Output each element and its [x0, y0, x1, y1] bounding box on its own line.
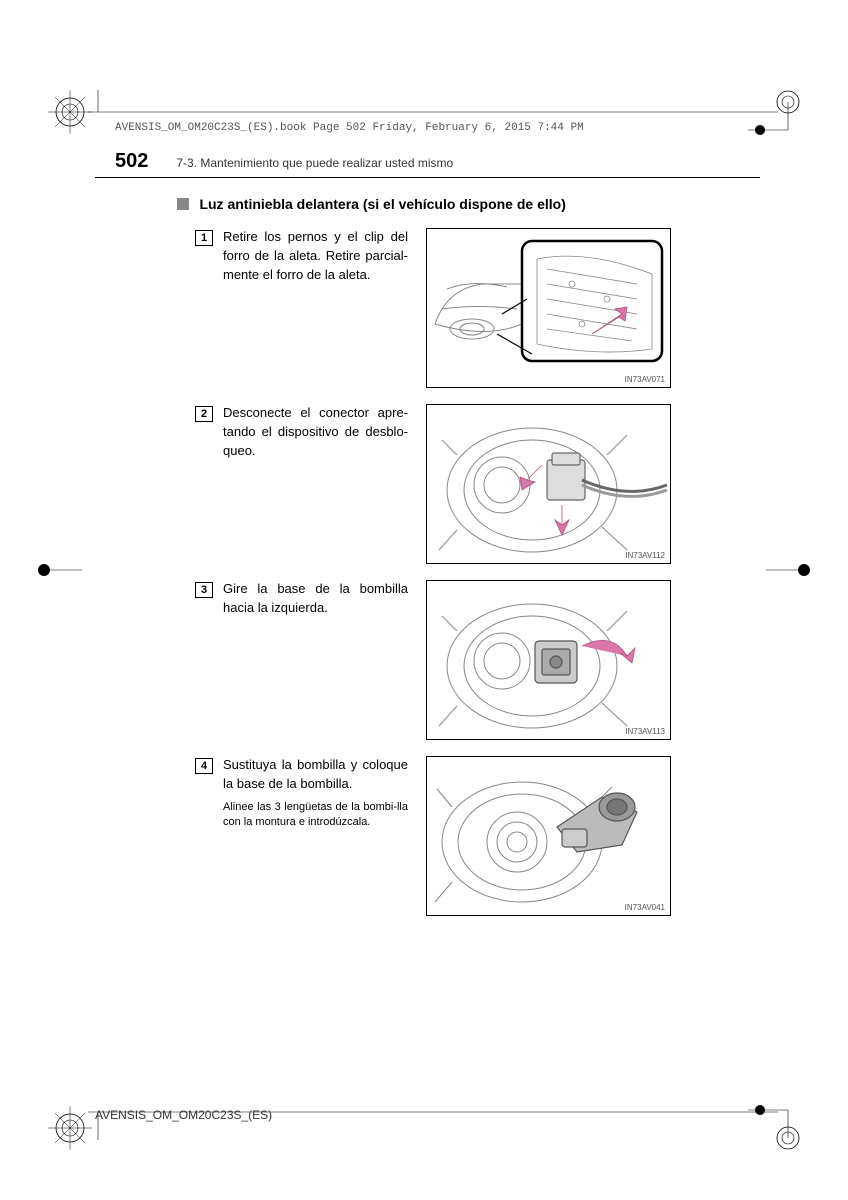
step-1: 1 Retire los pernos y el clip del forro …	[195, 228, 760, 388]
step-illustration: IN73AV041	[426, 756, 671, 916]
image-code: IN73AV113	[625, 727, 665, 736]
bullet-icon	[177, 198, 189, 210]
step-sub-text: Alinee las 3 lengüetas de la bombi-lla c…	[223, 800, 408, 831]
step-number: 2	[195, 406, 213, 422]
image-code: IN73AV041	[625, 903, 665, 912]
file-stamp: AVENSIS_OM_OM20C23S_(ES).book Page 502 F…	[115, 122, 584, 134]
step-main-text: Sustituya la bombilla y coloque la base …	[223, 757, 408, 791]
step-number: 4	[195, 758, 213, 774]
step-number: 1	[195, 230, 213, 246]
image-code: IN73AV112	[625, 551, 665, 560]
step-text: Desconecte el conector apre-tando el dis…	[223, 404, 408, 461]
step-4: 4 Sustituya la bombilla y coloque la bas…	[195, 756, 760, 916]
step-text: Gire la base de la bombilla hacia la izq…	[223, 580, 408, 618]
crop-mark-tl	[48, 90, 92, 134]
page-header: 502 7-3. Mantenimiento que puede realiza…	[95, 150, 760, 178]
crop-mark-bl	[48, 1106, 92, 1150]
crop-mark-br	[748, 1098, 808, 1158]
image-code: IN73AV071	[625, 375, 665, 384]
step-text: Retire los pernos y el clip del forro de…	[223, 228, 408, 285]
step-illustration: IN73AV113	[426, 580, 671, 740]
step-illustration: IN73AV071	[426, 228, 671, 388]
footer-code: AVENSIS_OM_OM20C23S_(ES)	[95, 1108, 272, 1122]
crop-line-tl	[88, 90, 778, 150]
step-2: 2 Desconecte el conector apre-tando el d…	[195, 404, 760, 564]
step-text: Sustituya la bombilla y coloque la base …	[223, 756, 408, 830]
section-title: 7-3. Mantenimiento que puede realizar us…	[176, 156, 453, 170]
crop-mark-mr	[766, 555, 816, 585]
subsection-heading: Luz antiniebla delantera (si el vehículo…	[177, 196, 760, 214]
page-number: 502	[115, 150, 148, 173]
crop-mark-tr	[748, 82, 808, 142]
step-number: 3	[195, 582, 213, 598]
step-3: 3 Gire la base de la bombilla hacia la i…	[195, 580, 760, 740]
crop-mark-ml	[32, 555, 82, 585]
step-illustration: IN73AV112	[426, 404, 671, 564]
subsection-title: Luz antiniebla delantera (si el vehículo…	[199, 196, 565, 212]
page-content: 502 7-3. Mantenimiento que puede realiza…	[95, 150, 760, 932]
